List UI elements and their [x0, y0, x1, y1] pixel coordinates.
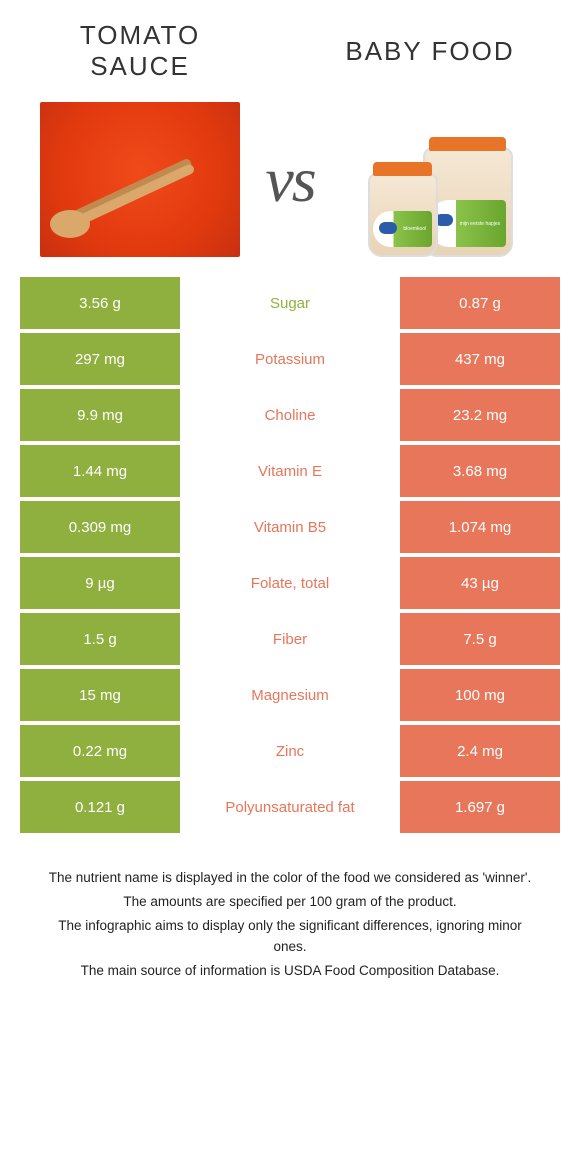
nutrient-row: 9.9 mgCholine23.2 mg [20, 389, 560, 441]
nutrient-label: Polyunsaturated fat [180, 781, 400, 833]
nutrient-row: 3.56 gSugar0.87 g [20, 277, 560, 329]
right-value: 23.2 mg [400, 389, 560, 441]
nutrient-row: 15 mgMagnesium100 mg [20, 669, 560, 721]
right-value: 2.4 mg [400, 725, 560, 777]
vs-label: vs [265, 143, 314, 217]
footer-line: The main source of information is USDA F… [40, 960, 540, 982]
tomato-sauce-image [40, 102, 240, 257]
left-value: 15 mg [20, 669, 180, 721]
nutrient-label: Magnesium [180, 669, 400, 721]
left-value: 1.44 mg [20, 445, 180, 497]
nutrient-label: Fiber [180, 613, 400, 665]
footer-line: The nutrient name is displayed in the co… [40, 867, 540, 889]
baby-food-image: bloemkool mijn eerste hapjes [340, 102, 540, 257]
right-value: 437 mg [400, 333, 560, 385]
nutrient-label: Sugar [180, 277, 400, 329]
left-value: 0.121 g [20, 781, 180, 833]
left-value: 3.56 g [20, 277, 180, 329]
nutrient-label: Zinc [180, 725, 400, 777]
header: TOMATO SAUCE BABY FOOD [0, 0, 580, 92]
footer-notes: The nutrient name is displayed in the co… [0, 837, 580, 981]
right-value: 3.68 mg [400, 445, 560, 497]
right-value: 0.87 g [400, 277, 560, 329]
right-food-title: BABY FOOD [320, 36, 540, 67]
footer-line: The infographic aims to display only the… [40, 915, 540, 958]
jar-small-icon: bloemkool [368, 172, 438, 257]
right-value: 100 mg [400, 669, 560, 721]
nutrient-row: 1.5 gFiber7.5 g [20, 613, 560, 665]
nutrient-label: Vitamin B5 [180, 501, 400, 553]
nutrient-row: 0.22 mgZinc2.4 mg [20, 725, 560, 777]
nutrient-row: 297 mgPotassium437 mg [20, 333, 560, 385]
nutrient-row: 1.44 mgVitamin E3.68 mg [20, 445, 560, 497]
nutrient-row: 9 µgFolate, total43 µg [20, 557, 560, 609]
left-value: 9 µg [20, 557, 180, 609]
left-value: 1.5 g [20, 613, 180, 665]
left-value: 297 mg [20, 333, 180, 385]
nutrient-label: Folate, total [180, 557, 400, 609]
right-value: 7.5 g [400, 613, 560, 665]
left-value: 0.309 mg [20, 501, 180, 553]
right-value: 1.697 g [400, 781, 560, 833]
nutrient-label: Potassium [180, 333, 400, 385]
nutrient-label: Vitamin E [180, 445, 400, 497]
left-food-title: TOMATO SAUCE [40, 20, 240, 82]
footer-line: The amounts are specified per 100 gram o… [40, 891, 540, 913]
nutrient-table: 3.56 gSugar0.87 g297 mgPotassium437 mg9.… [0, 277, 580, 833]
nutrient-row: 0.121 gPolyunsaturated fat1.697 g [20, 781, 560, 833]
nutrient-label: Choline [180, 389, 400, 441]
jar-small-label: bloemkool [373, 211, 432, 247]
images-row: vs bloemkool mijn eerste hapjes [0, 92, 580, 277]
jar-big-label: mijn eerste hapjes [429, 200, 506, 248]
left-value: 0.22 mg [20, 725, 180, 777]
right-value: 1.074 mg [400, 501, 560, 553]
left-value: 9.9 mg [20, 389, 180, 441]
right-value: 43 µg [400, 557, 560, 609]
nutrient-row: 0.309 mgVitamin B51.074 mg [20, 501, 560, 553]
